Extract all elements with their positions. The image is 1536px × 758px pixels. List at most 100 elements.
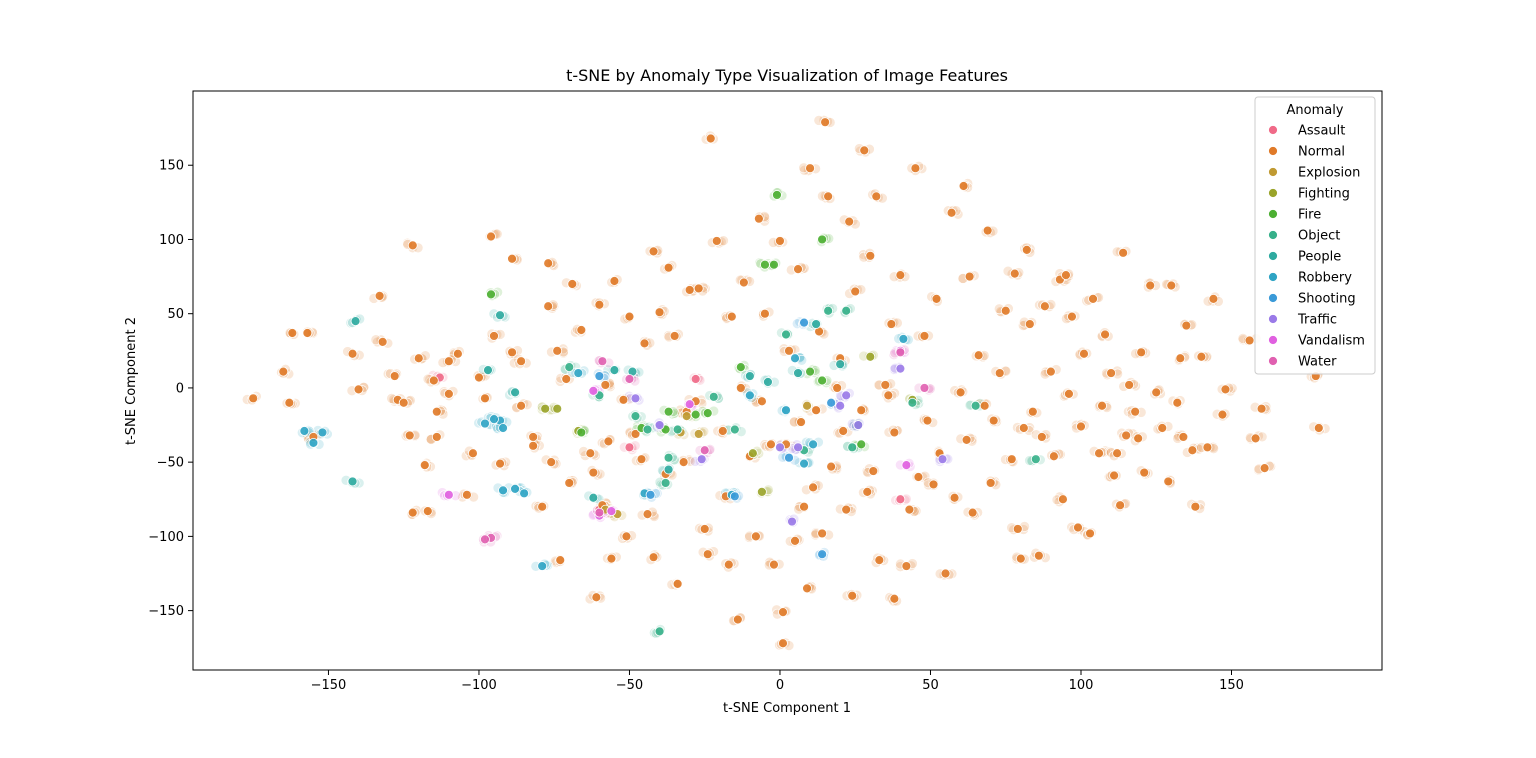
data-point-normal	[1048, 451, 1059, 462]
data-point-normal	[489, 331, 499, 341]
data-point-normal	[669, 331, 680, 341]
data-point-normal	[841, 504, 852, 515]
data-point-normal	[1058, 494, 1068, 505]
data-point-normal	[826, 461, 837, 472]
data-point-robbery	[573, 368, 584, 378]
data-point-normal	[784, 345, 794, 356]
data-point-normal	[422, 506, 433, 517]
data-point-normal	[889, 593, 900, 604]
data-point-people	[744, 371, 755, 381]
data-point-normal	[543, 301, 554, 312]
data-point-normal	[928, 479, 939, 490]
data-point-normal	[1196, 351, 1207, 362]
data-point-normal	[663, 262, 674, 273]
data-point-object	[660, 478, 671, 488]
data-point-normal	[1145, 280, 1156, 291]
data-point-normal	[1076, 421, 1086, 432]
data-point-normal	[949, 492, 960, 503]
data-point-normal	[278, 366, 289, 377]
legend-entry-shooting: Shooting	[1268, 292, 1356, 307]
data-point-normal	[705, 133, 716, 144]
data-point-robbery	[498, 485, 508, 496]
data-point-normal	[591, 592, 602, 603]
data-point-object	[630, 411, 641, 422]
data-point-normal	[1133, 433, 1144, 444]
data-point-traffic	[895, 363, 906, 374]
data-point-normal	[859, 145, 870, 156]
data-point-normal	[832, 383, 843, 393]
data-point-normal	[302, 328, 313, 338]
data-point-people	[763, 377, 773, 387]
data-point-normal	[1130, 406, 1141, 417]
data-point-traffic	[696, 454, 707, 465]
data-point-normal	[618, 394, 629, 405]
data-point-normal	[621, 531, 632, 542]
x-tick-label: 50	[922, 678, 939, 693]
legend-label: Object	[1298, 229, 1340, 244]
data-point-shooting	[729, 491, 740, 502]
data-point-normal	[738, 277, 749, 288]
data-point-normal	[988, 415, 999, 426]
data-point-normal	[775, 236, 785, 246]
data-point-normal	[495, 458, 505, 469]
data-point-normal	[648, 552, 659, 563]
data-point-normal	[1024, 319, 1035, 329]
data-point-normal	[1067, 311, 1077, 322]
data-point-normal	[1121, 430, 1132, 441]
data-point-normal	[1115, 500, 1126, 511]
data-point-assault	[624, 442, 635, 453]
data-point-normal	[1217, 409, 1228, 420]
data-point-fire	[817, 375, 828, 386]
x-tick-label: 100	[1069, 678, 1094, 693]
data-point-normal	[576, 325, 587, 335]
data-point-normal	[486, 231, 496, 242]
data-point-normal	[398, 397, 409, 408]
data-point-normal	[624, 311, 635, 322]
data-point-normal	[790, 535, 800, 546]
legend-entry-fighting: Fighting	[1268, 187, 1350, 202]
data-point-normal	[1244, 335, 1255, 346]
data-point-fire	[805, 366, 815, 377]
data-point-normal	[654, 307, 665, 318]
data-point-normal	[1085, 528, 1095, 539]
data-point-normal	[1187, 445, 1198, 456]
data-point-normal	[726, 311, 737, 322]
data-point-fighting	[757, 486, 767, 497]
data-point-normal	[555, 555, 566, 566]
data-point-object	[970, 400, 981, 411]
legend-entry-water: Water	[1268, 355, 1337, 370]
data-point-traffic	[937, 454, 948, 465]
data-point-normal	[847, 590, 858, 601]
data-point-normal	[1109, 470, 1119, 481]
data-point-normal	[636, 454, 647, 465]
data-point-normal	[961, 434, 972, 445]
data-point-robbery	[799, 458, 809, 469]
data-point-normal	[672, 578, 683, 589]
y-tick-label: 150	[159, 159, 184, 174]
y-axis-ticks: −150 −100 −50 0 50 100 150	[148, 159, 193, 619]
legend-marker	[1268, 335, 1278, 345]
data-point-normal	[769, 559, 779, 570]
data-point-normal	[528, 440, 539, 451]
data-point-fighting	[552, 403, 563, 414]
data-point-normal	[958, 181, 969, 191]
data-point-vandalism	[606, 506, 617, 517]
data-point-normal	[880, 380, 891, 390]
data-point-normal	[1151, 387, 1162, 398]
data-point-normal	[778, 607, 788, 617]
y-tick-label: −50	[157, 456, 184, 471]
data-point-normal	[750, 531, 761, 542]
data-point-normal	[452, 348, 463, 359]
legend-label: Normal	[1298, 145, 1345, 160]
data-point-normal	[594, 299, 605, 310]
data-point-shooting	[645, 489, 656, 500]
data-point-normal	[516, 356, 527, 367]
data-point-normal	[796, 417, 806, 427]
data-point-normal	[1190, 501, 1201, 512]
legend-items: Assault Normal Explosion Fighting Fire Object…	[1268, 124, 1365, 370]
data-point-normal	[1124, 380, 1135, 390]
data-point-normal	[1073, 522, 1083, 533]
data-point-people	[609, 365, 620, 376]
